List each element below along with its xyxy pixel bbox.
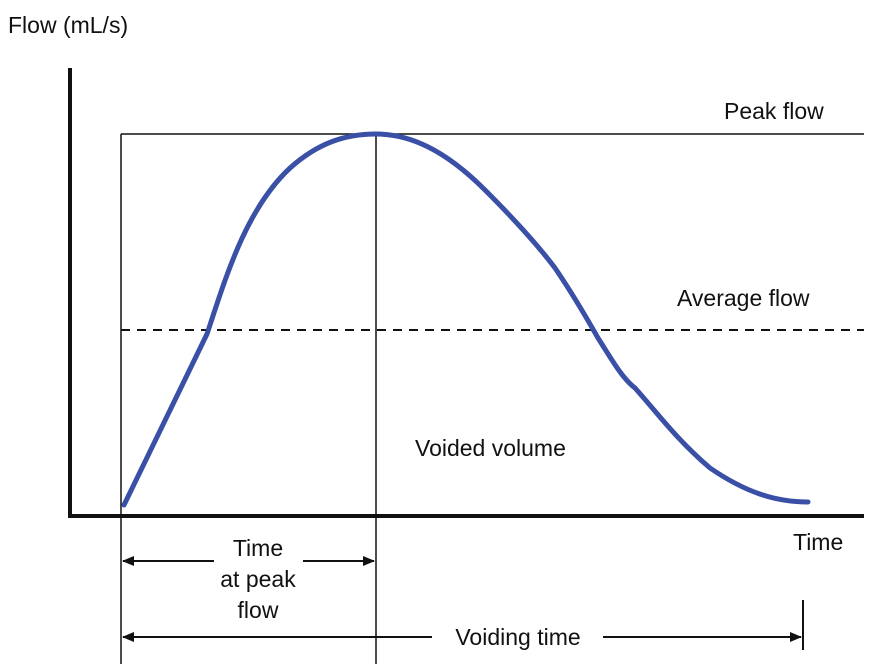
time-at-peak-label-line-2: at peak [220, 566, 296, 592]
voiding-time-label: Voiding time [455, 624, 580, 650]
time-at-peak-label-line-3: flow [238, 597, 279, 623]
voided-volume-label: Voided volume [415, 435, 566, 461]
time-at-peak-label-line-1: Time [233, 535, 283, 561]
peak-flow-label: Peak flow [724, 98, 824, 124]
x-axis-label: Time [793, 529, 843, 555]
flow-curve [121, 131, 811, 508]
average-flow-label: Average flow [677, 285, 810, 311]
y-axis-label: Flow (mL/s) [8, 12, 128, 38]
